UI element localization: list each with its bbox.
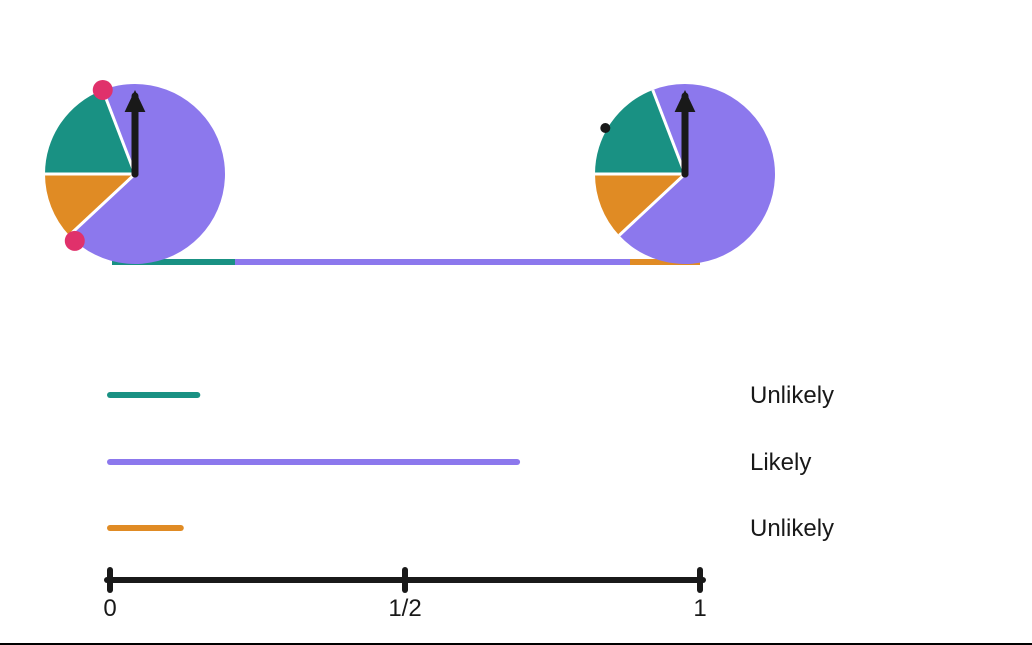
axis-tick-label-0: 0 bbox=[103, 595, 116, 622]
spinner-left-marker-0 bbox=[65, 231, 85, 251]
prob-label-2: Unlikely bbox=[750, 515, 834, 542]
prob-label-0: Unlikely bbox=[750, 382, 834, 409]
spinner-right bbox=[595, 84, 775, 264]
spinner-right-marker-0 bbox=[600, 123, 610, 133]
spinner-left-pivot bbox=[132, 171, 139, 178]
spinner-right-pivot bbox=[682, 171, 689, 178]
prob-label-1: Likely bbox=[750, 449, 811, 476]
axis-tick-label-1: 1/2 bbox=[388, 595, 421, 622]
spinner-left-marker-1 bbox=[93, 80, 113, 100]
axis-tick-label-2: 1 bbox=[693, 595, 706, 622]
